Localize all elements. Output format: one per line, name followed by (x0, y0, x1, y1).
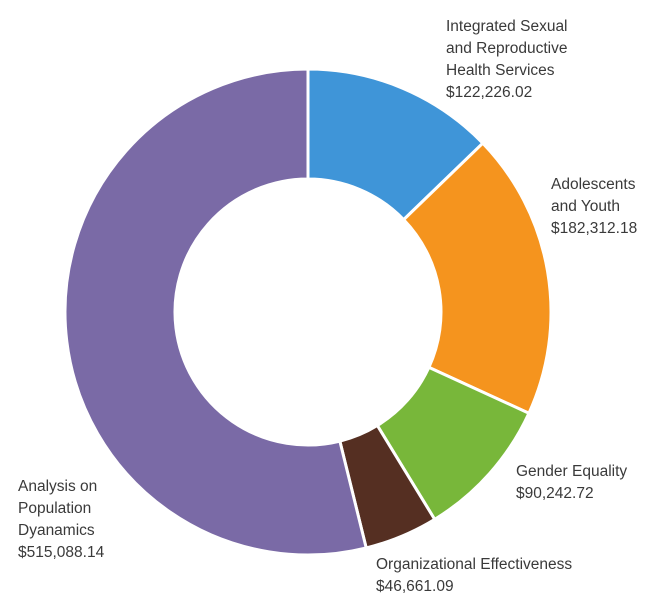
label-line: Dyanamics (18, 522, 95, 539)
label-line: and Youth (551, 198, 620, 215)
label-value: $515,088.14 (18, 544, 105, 561)
label-line: Integrated Sexual (446, 18, 568, 35)
label-analysis-population-dynamics: Analysis on Population Dyanamics $515,08… (18, 476, 104, 564)
label-value: $46,661.09 (376, 578, 454, 595)
donut-slice-1 (401, 141, 553, 416)
label-line: Organizational Effectiveness (376, 556, 573, 573)
label-value: $122,226.02 (446, 84, 533, 101)
donut-slice-4 (63, 67, 369, 557)
label-line: Adolescents (551, 176, 636, 193)
label-line: Gender Equality (516, 463, 628, 480)
label-line: Population (18, 500, 92, 517)
label-line: and Reproductive (446, 40, 568, 57)
label-line: Analysis on (18, 478, 98, 495)
label-value: $182,312.18 (551, 220, 638, 237)
label-adolescents-youth: Adolescents and Youth $182,312.18 (551, 174, 637, 240)
label-value: $90,242.72 (516, 485, 594, 502)
label-organizational-effectiveness: Organizational Effectiveness $46,661.09 (376, 554, 572, 598)
label-gender-equality: Gender Equality $90,242.72 (516, 461, 627, 505)
label-integrated-sexual-reproductive-health: Integrated Sexual and Reproductive Healt… (446, 16, 568, 104)
label-line: Health Services (446, 62, 555, 79)
